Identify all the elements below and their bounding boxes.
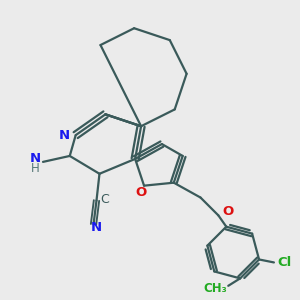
Text: N: N	[91, 221, 102, 234]
Text: CH₃: CH₃	[203, 282, 227, 295]
Text: N: N	[30, 152, 41, 165]
Text: H: H	[31, 162, 40, 175]
Text: Cl: Cl	[278, 256, 292, 269]
Text: N: N	[59, 129, 70, 142]
Text: C: C	[100, 193, 109, 206]
Text: O: O	[222, 205, 233, 218]
Text: O: O	[136, 186, 147, 199]
